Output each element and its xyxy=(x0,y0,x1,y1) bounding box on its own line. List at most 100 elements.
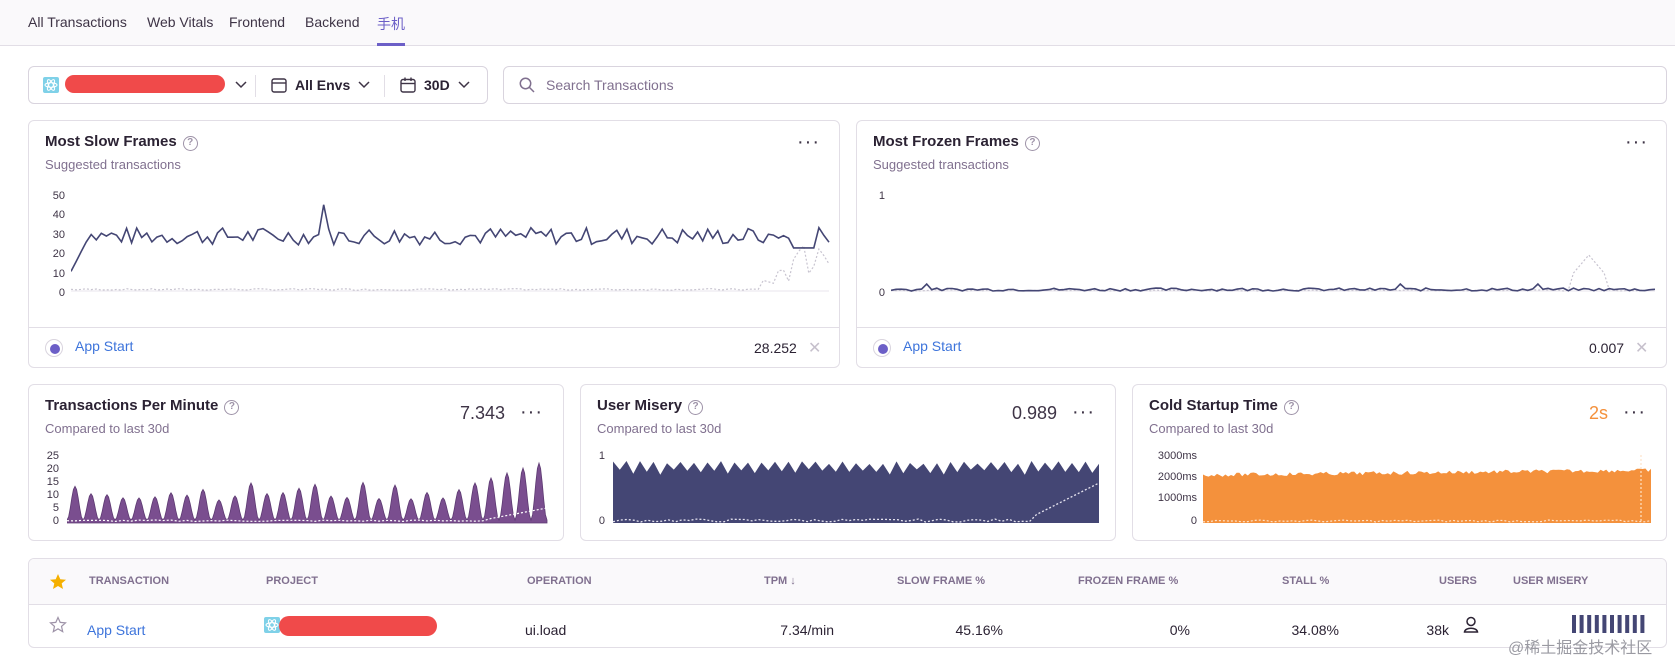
chevron-down-icon xyxy=(235,81,247,89)
column-header-slow-frame[interactable]: SLOW FRAME % xyxy=(897,575,985,587)
operation-cell: ui.load xyxy=(525,622,567,638)
panel-footer: App Start 28.252 ✕ xyxy=(29,327,839,367)
help-icon[interactable]: ? xyxy=(688,400,704,415)
help-icon[interactable]: ? xyxy=(224,400,240,415)
column-header-frozen-frame[interactable]: FROZEN FRAME % xyxy=(1078,575,1179,587)
frozen-frames-line-chart xyxy=(891,254,1656,292)
environment-label: All Envs xyxy=(295,77,351,93)
panel-subtitle: Compared to last 30d xyxy=(1149,421,1274,436)
panel-subtitle: Compared to last 30d xyxy=(45,421,170,436)
react-project-icon xyxy=(43,77,59,93)
redacted-project-name xyxy=(65,75,225,93)
tpm-area-chart xyxy=(67,461,548,524)
table-header: TRANSACTION PROJECT OPERATION TPM ↓ SLOW… xyxy=(29,559,1666,605)
help-icon[interactable]: ? xyxy=(182,136,198,151)
help-icon[interactable]: ? xyxy=(1024,136,1040,151)
y-tick: 2000ms xyxy=(1157,471,1197,483)
slow-frame-cell: 45.16% xyxy=(955,622,1003,638)
y-tick: 20 xyxy=(46,463,59,475)
y-tick: 0 xyxy=(58,287,65,299)
more-options-button[interactable]: ··· xyxy=(520,401,543,423)
react-project-icon xyxy=(264,617,280,633)
column-header-stall[interactable]: STALL % xyxy=(1282,575,1330,587)
transaction-link[interactable]: App Start xyxy=(903,338,962,354)
environment-selector[interactable]: All Envs xyxy=(271,67,370,103)
transaction-link[interactable]: App Start xyxy=(75,338,134,354)
redacted-project-name xyxy=(279,616,437,636)
y-tick: 0 xyxy=(52,515,59,527)
tab-frontend[interactable]: Frontend xyxy=(229,14,286,30)
panel-title: Most Slow Frames? xyxy=(45,133,198,151)
y-tick: 50 xyxy=(52,190,65,202)
project-selector[interactable] xyxy=(43,67,247,103)
more-options-button[interactable]: ··· xyxy=(797,131,820,153)
frozen-frames-panel: Most Frozen Frames? Suggested transactio… xyxy=(856,120,1667,368)
y-tick: 10 xyxy=(46,489,59,501)
user-misery-segment xyxy=(1572,615,1576,633)
panel-footer: App Start 0.007 ✕ xyxy=(857,327,1666,367)
user-misery-segment xyxy=(1594,615,1599,633)
frozen-frames-series-line xyxy=(891,282,1656,292)
previous-period-line xyxy=(71,244,830,291)
more-options-button[interactable]: ··· xyxy=(1625,131,1648,153)
column-header-project[interactable]: PROJECT xyxy=(266,575,318,587)
y-tick: 0 xyxy=(878,287,885,299)
transaction-link[interactable]: App Start xyxy=(87,622,146,638)
chevron-down-icon xyxy=(458,81,470,89)
search-transactions-bar xyxy=(503,66,1667,104)
close-icon[interactable]: ✕ xyxy=(808,340,822,357)
tab-all-transactions[interactable]: All Transactions xyxy=(28,14,127,30)
help-icon[interactable]: ? xyxy=(1283,400,1299,415)
chevron-down-icon xyxy=(358,81,370,89)
user-misery-segment xyxy=(1579,615,1584,633)
divider xyxy=(384,75,385,97)
column-header-transaction[interactable]: TRANSACTION xyxy=(89,575,170,587)
y-tick: 5 xyxy=(52,502,59,514)
calendar-icon xyxy=(400,77,416,93)
panel-subtitle: Compared to last 30d xyxy=(597,421,722,436)
divider xyxy=(255,75,256,97)
y-tick: 10 xyxy=(52,268,65,280)
previous-period-line xyxy=(613,482,1100,523)
date-range-label: 30D xyxy=(424,77,450,93)
tpm-cell: 7.34/min xyxy=(780,622,834,638)
series-value: 0.007 xyxy=(1589,340,1625,356)
date-range-selector[interactable]: 30D xyxy=(400,67,470,103)
slow-frames-panel: Most Slow Frames? Suggested transactions… xyxy=(28,120,840,368)
user-misery-segment xyxy=(1602,615,1607,633)
y-tick: 15 xyxy=(46,476,59,488)
cold-startup-series-area xyxy=(1203,468,1651,523)
user-misery-segment xyxy=(1587,615,1592,633)
previous-period-line xyxy=(67,507,548,523)
search-icon xyxy=(519,77,535,93)
users-cell: 38k xyxy=(1426,622,1449,638)
user-misery-segment xyxy=(1610,615,1614,633)
column-header-tpm[interactable]: TPM ↓ xyxy=(764,575,796,587)
search-input[interactable] xyxy=(544,75,1644,95)
y-tick: 20 xyxy=(52,248,65,260)
cold-startup-value: 2s xyxy=(1588,403,1608,423)
y-tick: 1 xyxy=(878,190,885,202)
previous-period-line xyxy=(1203,519,1652,523)
column-header-user-misery[interactable]: USER MISERY xyxy=(1513,575,1589,587)
user-misery-segment xyxy=(1632,615,1637,633)
panel-title: Cold Startup Time? xyxy=(1149,397,1299,415)
user-misery-area-chart xyxy=(613,461,1100,523)
tpm-series-area xyxy=(67,461,548,524)
transactions-table: TRANSACTION PROJECT OPERATION TPM ↓ SLOW… xyxy=(28,558,1667,648)
more-options-button[interactable]: ··· xyxy=(1623,401,1646,423)
tab-backend[interactable]: Backend xyxy=(305,14,360,30)
star-outline-icon[interactable] xyxy=(49,616,67,633)
tab-mobile[interactable]: 手机 xyxy=(377,14,405,46)
column-header-operation[interactable]: OPERATION xyxy=(527,575,592,587)
transaction-tabs: All Transactions Web Vitals Frontend Bac… xyxy=(0,0,1675,46)
tab-web-vitals[interactable]: Web Vitals xyxy=(147,14,214,30)
user-misery-segment xyxy=(1617,615,1622,633)
more-options-button[interactable]: ··· xyxy=(1072,401,1095,423)
y-tick: 1000ms xyxy=(1157,492,1197,504)
cold-startup-panel: Cold Startup Time? Compared to last 30d … xyxy=(1132,384,1667,541)
close-icon[interactable]: ✕ xyxy=(1635,340,1649,357)
column-header-users[interactable]: USERS xyxy=(1439,575,1477,587)
series-color-dot xyxy=(873,339,891,357)
star-filled-icon[interactable] xyxy=(49,573,67,590)
